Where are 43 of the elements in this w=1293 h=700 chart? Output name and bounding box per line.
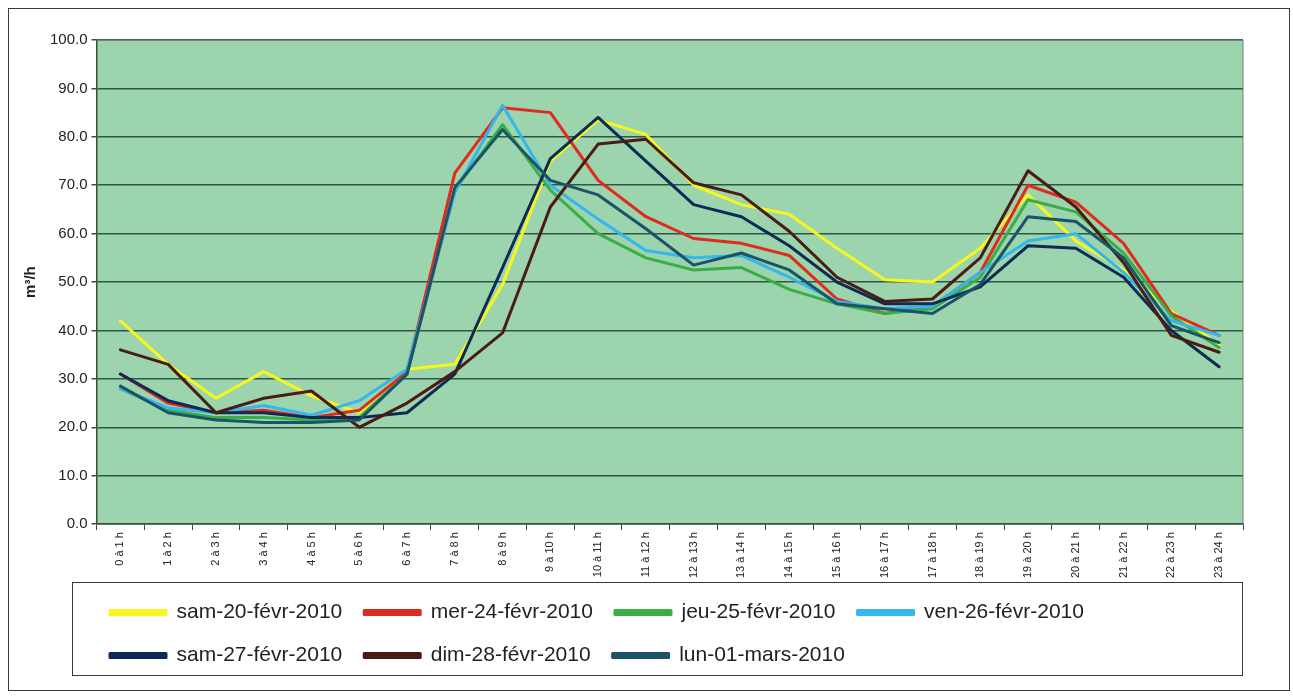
y-tick-label: 90.0 [58,78,88,96]
x-tick-label: 19 à 20 h [1021,532,1034,578]
x-tick-label: 11 à 12 h [638,532,651,578]
x-tick-label: 9 à 10 h [543,532,556,572]
legend-label: jeu-25-févr-2010 [680,599,836,623]
y-tick-label: 80.0 [58,126,88,144]
x-tick-label: 13 à 14 h [734,532,747,578]
y-tick-label: 60.0 [58,223,88,241]
x-tick-label: 16 à 17 h [877,532,890,578]
legend-label: dim-28-févr-2010 [430,642,591,666]
legend-label: sam-20-févr-2010 [176,599,343,623]
legend-label: ven-26-févr-2010 [924,599,1084,623]
x-tick-label: 3 à 4 h [256,532,269,566]
y-tick-label: 40.0 [58,320,88,338]
y-axis-title: m³/h [21,266,39,298]
x-tick-label: 21 à 22 h [1116,532,1129,578]
y-tick-label: 100.0 [49,30,88,48]
y-tick-label: 0.0 [66,514,88,532]
legend-label: sam-27-févr-2010 [176,642,343,666]
y-tick-label: 30.0 [58,369,88,387]
x-tick-label: 7 à 8 h [447,532,460,566]
x-tick-label: 10 à 11 h [591,532,604,578]
x-tick-label: 17 à 18 h [925,532,938,578]
y-tick-label: 20.0 [58,417,88,435]
x-tick-label: 0 à 1 h [113,532,126,566]
x-tick-label: 2 à 3 h [208,532,221,566]
legend-label: lun-01-mars-2010 [679,642,845,666]
x-tick-label: 18 à 19 h [973,532,986,578]
x-tick-label: 12 à 13 h [686,532,699,578]
x-tick-label: 22 à 23 h [1164,532,1177,578]
y-tick-label: 70.0 [58,175,88,193]
x-tick-label: 15 à 16 h [829,532,842,578]
x-tick-label: 1 à 2 h [161,532,174,566]
legend-label: mer-24-févr-2010 [430,599,593,623]
x-tick-label: 23 à 24 h [1212,532,1225,578]
y-tick-label: 10.0 [58,465,88,483]
x-tick-label: 4 à 5 h [304,532,317,566]
x-tick-label: 20 à 21 h [1068,532,1081,578]
y-tick-label: 50.0 [58,272,88,290]
x-tick-label: 14 à 15 h [782,532,795,578]
x-tick-label: 8 à 9 h [495,532,508,566]
x-tick-label: 5 à 6 h [352,532,365,566]
x-tick-label: 6 à 7 h [400,532,413,566]
